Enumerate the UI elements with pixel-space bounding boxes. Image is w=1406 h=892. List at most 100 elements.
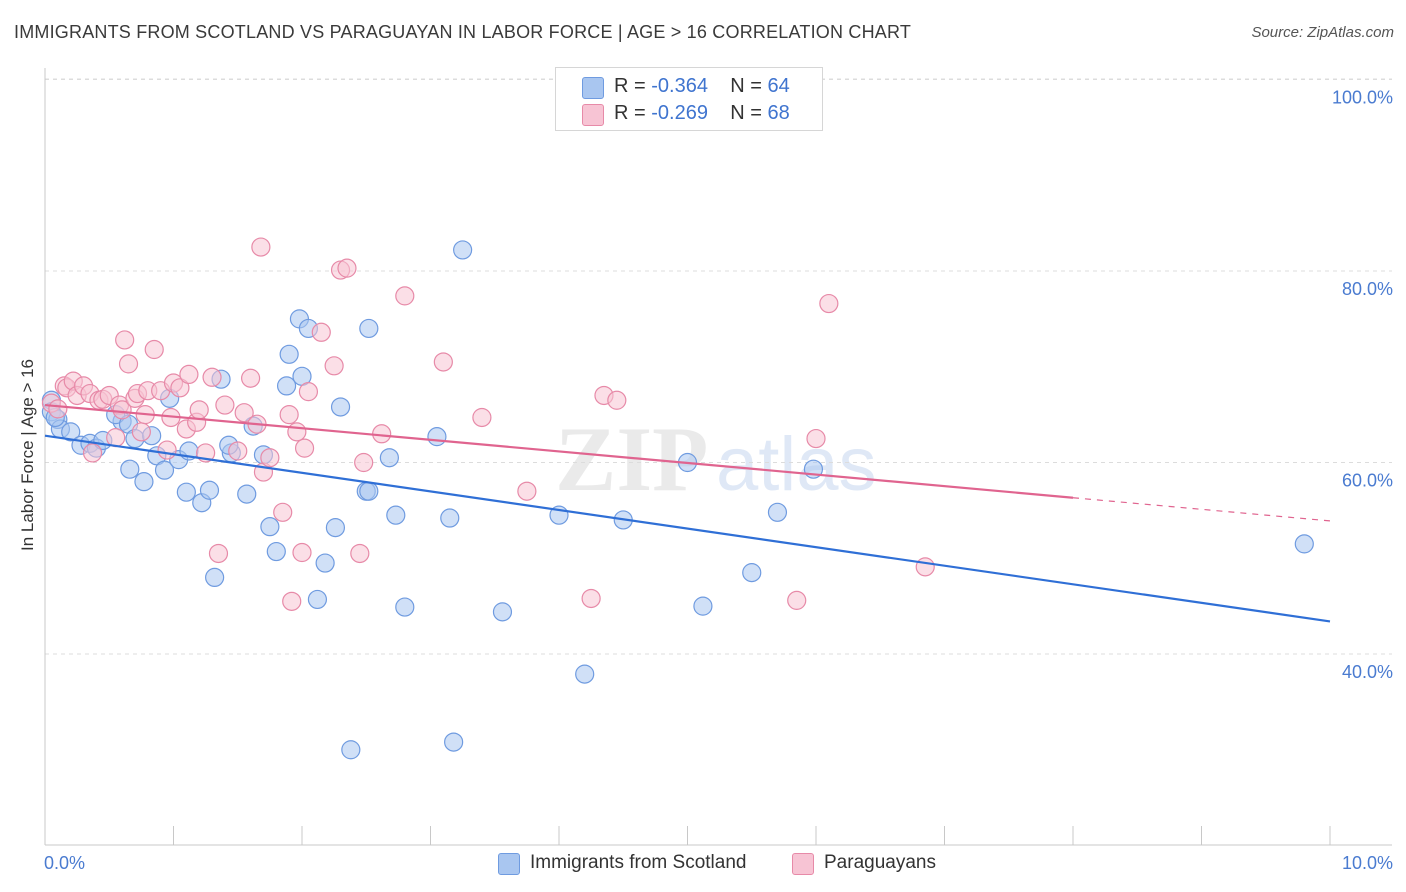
data-point — [492, 602, 513, 622]
trend-line-extension — [1072, 497, 1331, 522]
gridlines — [45, 78, 1392, 655]
data-point — [176, 482, 196, 502]
watermark-atlas: atlas — [716, 422, 877, 507]
data-point — [118, 354, 139, 374]
data-point — [48, 399, 68, 419]
data-point — [395, 286, 415, 306]
watermark: ZIP atlas — [555, 408, 877, 510]
bottom-legend-label-scotland: Immigrants from Scotland — [530, 852, 747, 873]
data-point — [395, 597, 415, 617]
data-point — [350, 543, 370, 564]
y-tick-labels: 40.0% 60.0% 80.0% 100.0% — [1332, 88, 1393, 683]
data-point — [787, 590, 807, 610]
data-point — [61, 422, 81, 442]
x-tick-label: 10.0% — [1342, 853, 1393, 873]
legend-swatch-scotland — [582, 77, 604, 99]
x-tick-labels: 0.0% 10.0% — [44, 853, 1393, 873]
legend-swatch-paraguayans — [582, 104, 604, 126]
data-point — [298, 382, 319, 402]
chart-title: IMMIGRANTS FROM SCOTLAND VS PARAGUAYAN I… — [14, 22, 912, 42]
y-axis-label: In Labor Force | Age > 16 — [18, 358, 37, 552]
legend-r-label: R = — [614, 102, 646, 124]
data-point — [260, 517, 280, 537]
bottom-legend-swatch-paraguayans — [792, 853, 814, 875]
trend-line — [44, 403, 1074, 499]
data-point — [427, 427, 447, 447]
bottom-legend-swatch-scotland — [498, 853, 520, 875]
data-point — [215, 395, 235, 415]
data-point — [234, 403, 254, 423]
data-point — [341, 740, 361, 760]
data-point — [440, 508, 460, 528]
data-point — [581, 588, 601, 609]
data-point — [575, 664, 595, 684]
data-point — [82, 443, 103, 463]
data-point — [157, 440, 177, 460]
data-point — [324, 356, 344, 376]
data-point — [359, 481, 379, 501]
data-point — [205, 567, 225, 588]
y-tick-label: 100.0% — [1332, 88, 1393, 108]
data-point — [325, 518, 346, 538]
legend-n-label: N = — [730, 75, 762, 97]
data-point — [742, 563, 762, 583]
data-point — [273, 502, 293, 522]
axes — [44, 68, 1392, 846]
data-point — [379, 448, 399, 468]
data-point — [241, 368, 261, 388]
data-point — [144, 339, 164, 360]
legend-r-value: -0.364 — [651, 75, 708, 97]
data-point — [315, 553, 335, 573]
data-point — [330, 397, 351, 417]
data-point — [282, 591, 302, 611]
data-point — [359, 318, 379, 339]
data-point — [1294, 534, 1314, 554]
data-point — [915, 557, 935, 577]
data-point — [311, 322, 331, 342]
data-point — [131, 422, 151, 442]
data-point — [307, 589, 328, 610]
legend-n-value: 68 — [767, 102, 790, 124]
data-point — [120, 459, 140, 479]
data-point — [228, 441, 248, 461]
legend-n-label: N = — [730, 102, 762, 124]
data-point — [292, 542, 312, 563]
trend-line — [44, 434, 1331, 623]
source-label: Source: ZipAtlas.com — [1251, 24, 1394, 41]
legend-n-value: 64 — [767, 75, 790, 97]
data-point — [260, 448, 280, 468]
x-tick-label: 0.0% — [44, 853, 85, 873]
data-point — [266, 541, 286, 562]
data-point — [112, 400, 132, 420]
data-point — [453, 240, 473, 260]
data-point — [767, 502, 788, 522]
data-point — [276, 376, 297, 396]
data-point — [386, 505, 406, 525]
data-point — [444, 732, 464, 752]
data-point — [472, 407, 492, 428]
data-point — [279, 405, 299, 425]
correlation-legend: R = -0.364 N = 64 R = -0.269 N = 68 — [555, 67, 823, 131]
data-point — [202, 367, 222, 387]
data-point — [806, 428, 826, 449]
data-point — [607, 390, 627, 410]
data-point — [170, 378, 190, 398]
data-point — [251, 237, 271, 257]
y-tick-label: 60.0% — [1342, 471, 1393, 491]
trend-lines — [44, 403, 1331, 623]
data-point — [354, 452, 374, 473]
legend-r-label: R = — [614, 75, 646, 97]
data-point — [517, 481, 537, 501]
data-point — [819, 293, 839, 314]
bottom-legend-label-paraguayans: Paraguayans — [824, 852, 936, 873]
data-point — [693, 596, 713, 616]
data-point — [287, 422, 307, 442]
data-point — [237, 484, 257, 504]
data-point — [154, 460, 175, 480]
legend-r-value: -0.269 — [651, 102, 708, 124]
data-point — [294, 438, 315, 458]
y-tick-label: 80.0% — [1342, 279, 1393, 299]
data-point — [134, 472, 154, 492]
data-point — [337, 258, 357, 278]
